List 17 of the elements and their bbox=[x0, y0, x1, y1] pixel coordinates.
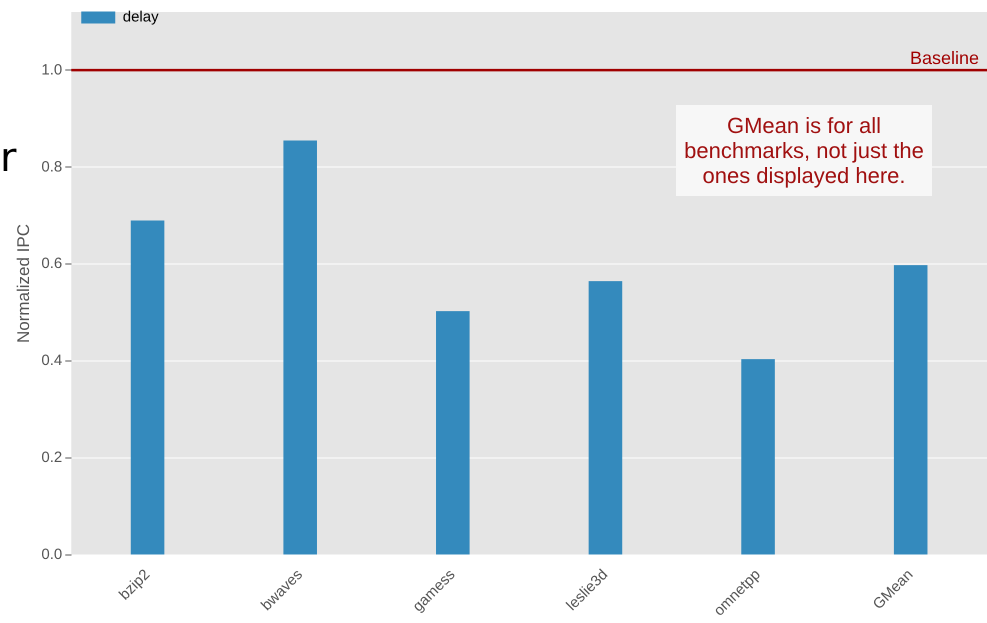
bar bbox=[894, 265, 928, 554]
legend-label: delay bbox=[122, 8, 160, 26]
bar bbox=[283, 140, 317, 554]
y-tick-label: 0.6 bbox=[41, 255, 62, 272]
y-tick-label: 1.0 bbox=[41, 61, 62, 78]
y-tick-label: 0.2 bbox=[41, 449, 62, 466]
annotation: GMean is for all benchmarks, not just the ones displayed here. bbox=[676, 105, 932, 196]
y-axis-title: Normalized IPC bbox=[14, 224, 33, 344]
text: r bbox=[0, 135, 16, 181]
bar bbox=[741, 359, 775, 554]
bar bbox=[588, 281, 622, 554]
bar bbox=[436, 311, 470, 554]
bar bbox=[130, 220, 164, 554]
ref-line-label: Baseline bbox=[910, 48, 979, 68]
y-tick-label: 0.8 bbox=[41, 158, 62, 176]
y-tick-label: 0.0 bbox=[41, 546, 62, 564]
y-tick-label: 0.4 bbox=[41, 352, 62, 370]
